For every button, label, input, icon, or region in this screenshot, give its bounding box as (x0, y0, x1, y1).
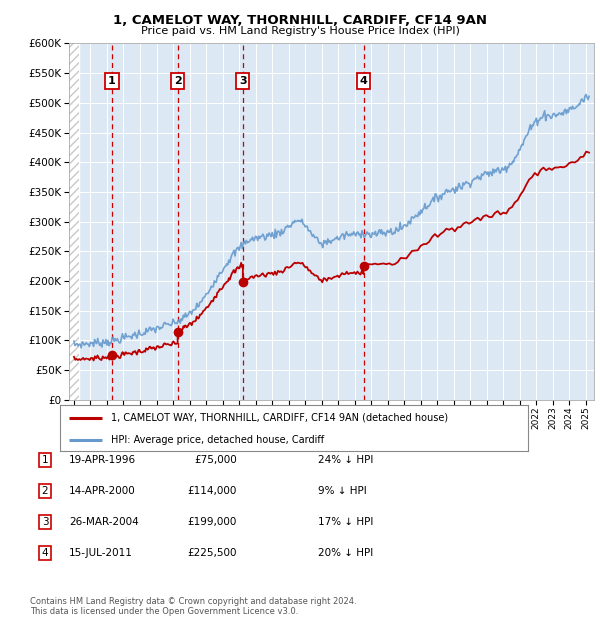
Text: 3: 3 (239, 76, 247, 86)
Bar (69, 43, 79, 400)
Text: 14-APR-2000: 14-APR-2000 (69, 486, 136, 496)
Text: 20% ↓ HPI: 20% ↓ HPI (318, 548, 373, 558)
Text: £75,000: £75,000 (194, 455, 237, 465)
Text: 15-JUL-2011: 15-JUL-2011 (69, 548, 133, 558)
Text: 4: 4 (359, 76, 367, 86)
Text: Price paid vs. HM Land Registry's House Price Index (HPI): Price paid vs. HM Land Registry's House … (140, 26, 460, 36)
Text: £225,500: £225,500 (187, 548, 237, 558)
Text: 2: 2 (41, 486, 49, 496)
Text: 17% ↓ HPI: 17% ↓ HPI (318, 517, 373, 527)
Text: 2: 2 (174, 76, 182, 86)
Text: 1: 1 (41, 455, 49, 465)
Text: 1, CAMELOT WAY, THORNHILL, CARDIFF, CF14 9AN (detached house): 1, CAMELOT WAY, THORNHILL, CARDIFF, CF14… (112, 413, 449, 423)
Text: £114,000: £114,000 (188, 486, 237, 496)
Text: 3: 3 (41, 517, 49, 527)
Text: 1: 1 (108, 76, 116, 86)
Text: 1, CAMELOT WAY, THORNHILL, CARDIFF, CF14 9AN: 1, CAMELOT WAY, THORNHILL, CARDIFF, CF14… (113, 14, 487, 27)
Text: 24% ↓ HPI: 24% ↓ HPI (318, 455, 373, 465)
Text: 9% ↓ HPI: 9% ↓ HPI (318, 486, 367, 496)
Text: 19-APR-1996: 19-APR-1996 (69, 455, 136, 465)
Text: Contains HM Land Registry data © Crown copyright and database right 2024.
This d: Contains HM Land Registry data © Crown c… (30, 597, 356, 616)
Bar (69, 43, 79, 400)
Text: HPI: Average price, detached house, Cardiff: HPI: Average price, detached house, Card… (112, 435, 325, 445)
Text: 26-MAR-2004: 26-MAR-2004 (69, 517, 139, 527)
Text: 4: 4 (41, 548, 49, 558)
Text: £199,000: £199,000 (188, 517, 237, 527)
